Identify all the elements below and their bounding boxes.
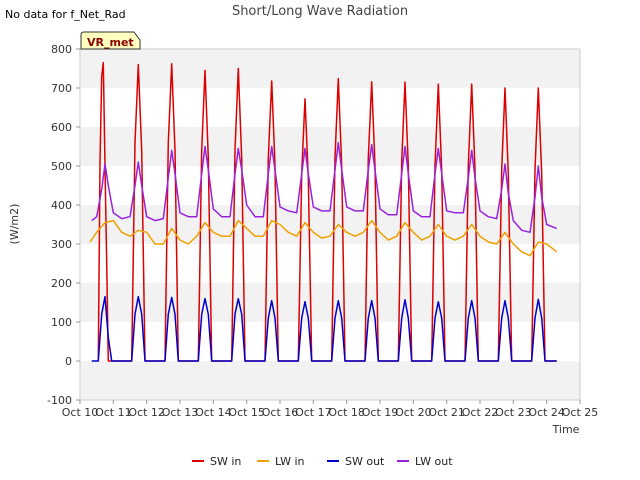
x-tick-label: Oct 12 [128, 406, 165, 419]
series-line-lw-in [89, 219, 558, 257]
series-line-lw-out [91, 141, 557, 234]
x-tick-label: Oct 23 [495, 406, 532, 419]
y-tick-label: 200 [51, 277, 72, 290]
x-tick-label: Oct 18 [328, 406, 365, 419]
legend: SW in LW in SW out LW out [192, 455, 453, 468]
legend-label-sw-out: SW out [345, 455, 385, 468]
y-tick-label: 800 [51, 43, 72, 56]
grid-band [80, 283, 580, 322]
series-line-sw-out [91, 295, 557, 362]
legend-label-sw-in: SW in [210, 455, 241, 468]
legend-label-lw-out: LW out [415, 455, 453, 468]
badge-shape [80, 31, 141, 50]
y-axis-label: (W/m2) [8, 204, 21, 245]
plot-frame [79, 48, 581, 401]
x-tick-label: Oct 11 [95, 406, 132, 419]
x-tick-label: Oct 10 [62, 406, 99, 419]
y-tick-label: 0 [65, 355, 72, 368]
x-tick-label: Oct 13 [162, 406, 199, 419]
x-tick-label: Oct 19 [362, 406, 399, 419]
badge-label: VR_met [87, 36, 134, 49]
x-tick-label: Oct 24 [528, 406, 565, 419]
y-tick-label: 100 [51, 316, 72, 329]
y-tick-label: 700 [51, 82, 72, 95]
y-tick-label: 400 [51, 199, 72, 212]
y-tick-label: 600 [51, 121, 72, 134]
grid-bands [80, 49, 580, 400]
x-tick-label: Oct 21 [428, 406, 465, 419]
no-data-note: No data for f_Net_Rad [5, 8, 126, 21]
grid-band [80, 127, 580, 166]
y-tick-label: -100 [47, 394, 72, 407]
chart-title: Short/Long Wave Radiation [232, 4, 408, 19]
x-tick-label: Oct 20 [395, 406, 432, 419]
grid-band [80, 361, 580, 400]
x-tick-label: Oct 22 [462, 406, 499, 419]
x-tick-label: Oct 16 [262, 406, 299, 419]
x-tick-label: Oct 14 [195, 406, 232, 419]
x-axis-label: Time [552, 423, 580, 436]
grid-band [80, 49, 580, 88]
y-tick-label: 300 [51, 238, 72, 251]
x-tick-label: Oct 15 [228, 406, 265, 419]
site-badge: VR_met [80, 31, 141, 50]
legend-label-lw-in: LW in [275, 455, 305, 468]
x-tick-label: Oct 17 [295, 406, 332, 419]
y-tick-label: 500 [51, 160, 72, 173]
x-tick-label: Oct 25 [562, 406, 599, 419]
y-axis-ticks: -100 0 100 200 300 400 500 600 700 800 [47, 43, 80, 407]
series-lines [89, 61, 558, 362]
